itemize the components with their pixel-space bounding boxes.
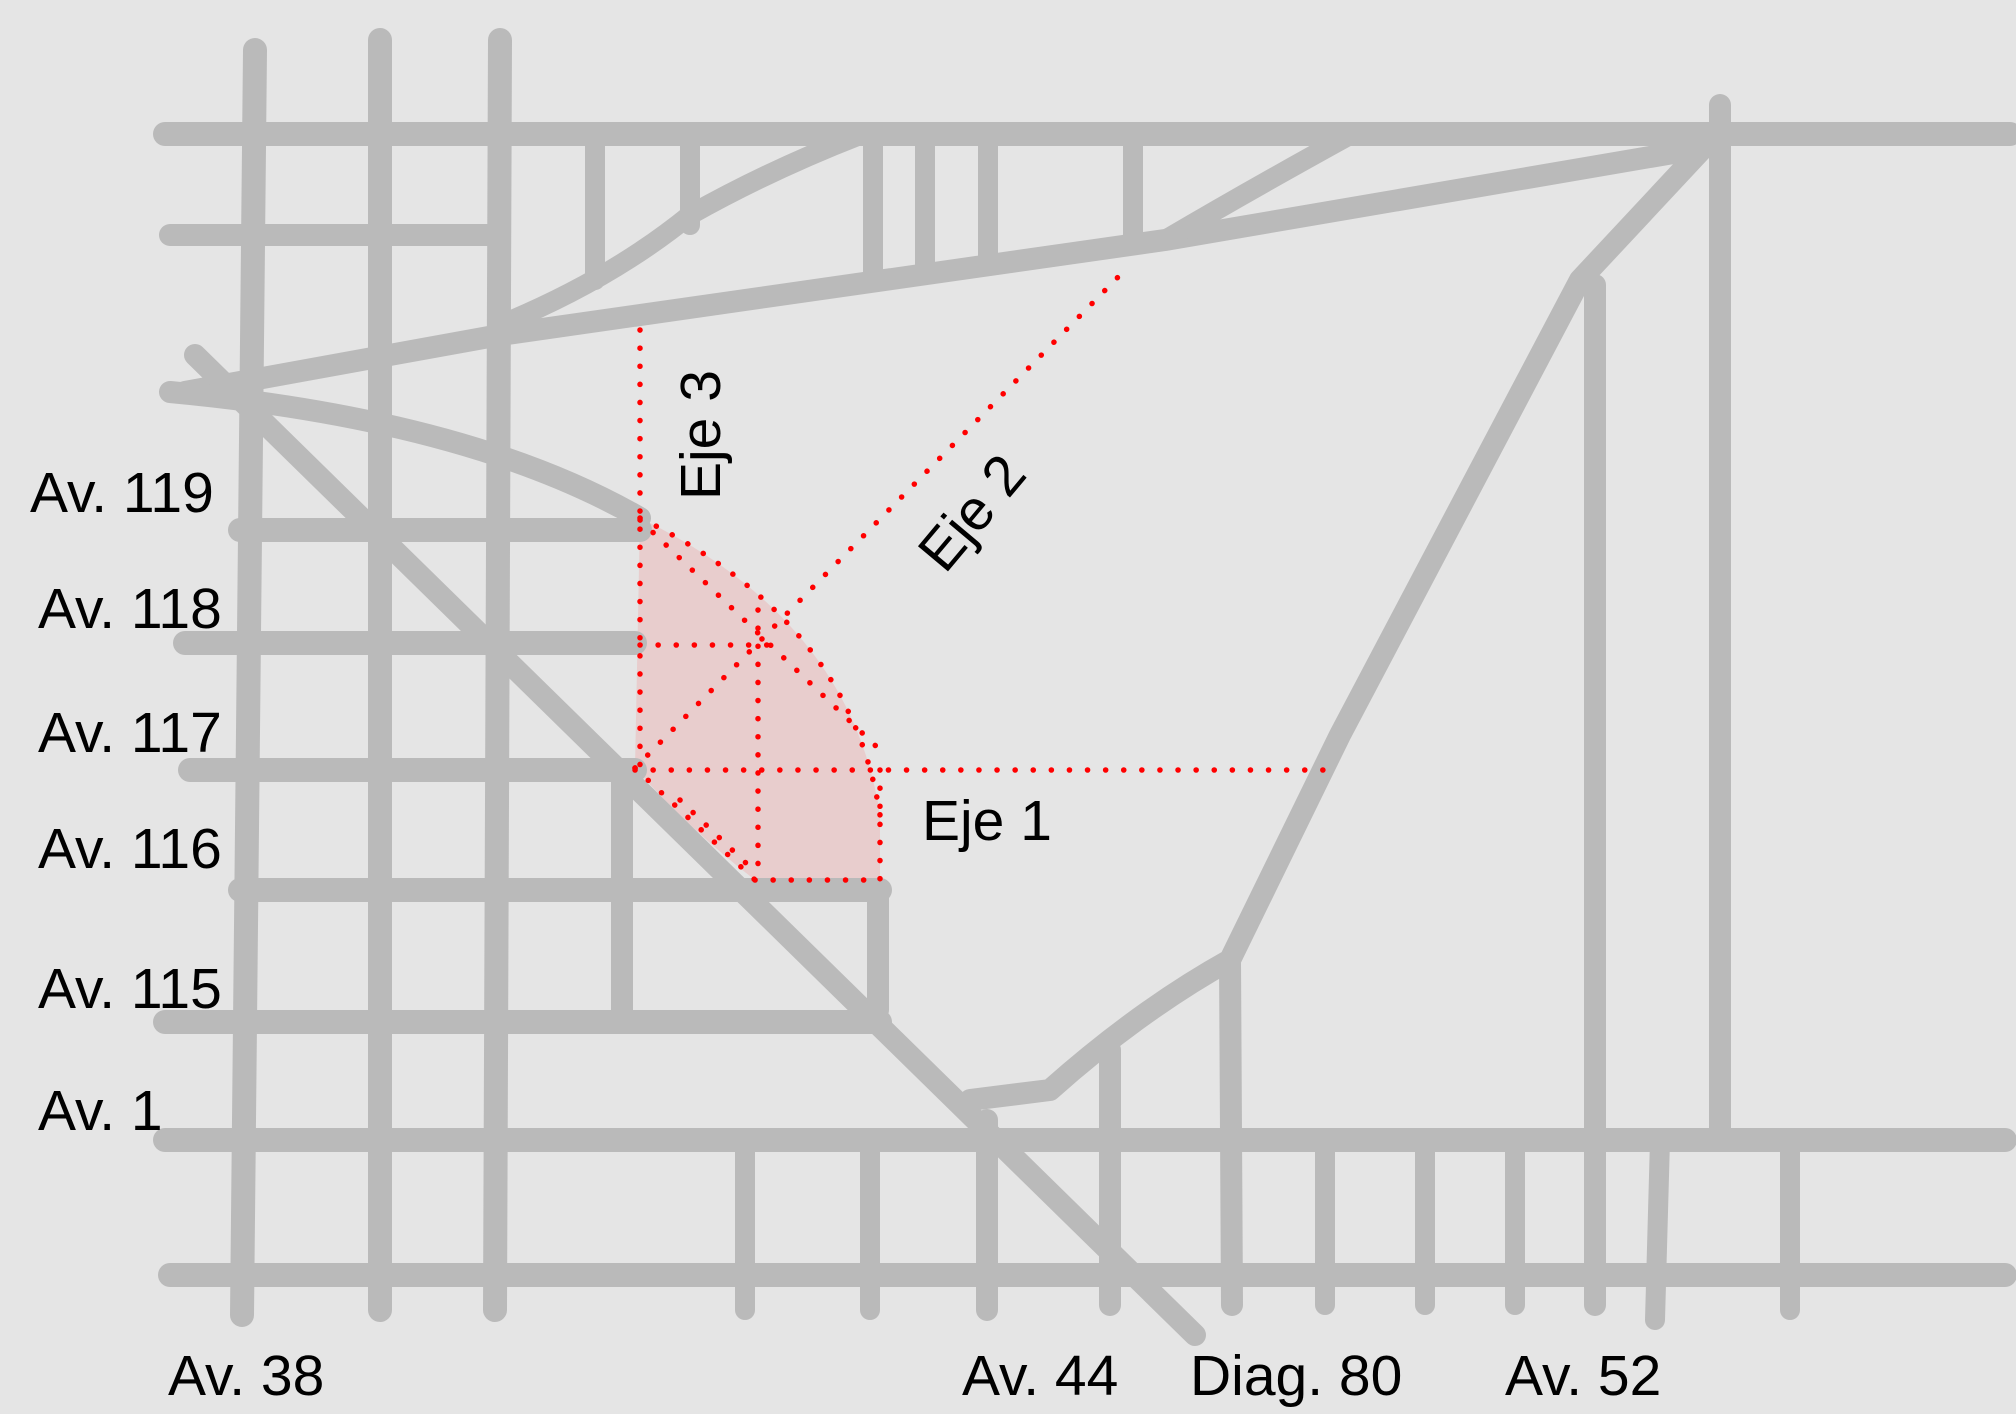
street-upper-diagonal	[174, 134, 1731, 403]
street-grid	[153, 28, 2016, 1346]
label-av-118: Av. 118	[38, 577, 222, 641]
zone-boundary-arc	[637, 515, 883, 818]
label-eje-2: Eje 2	[906, 443, 1039, 584]
label-diag-80: Diag. 80	[1190, 1344, 1402, 1408]
street-v-left-3	[483, 28, 512, 1322]
label-av-115: Av. 115	[38, 957, 222, 1021]
street-diag-80	[1219, 949, 1243, 1316]
label-av-119: Av. 119	[30, 461, 214, 525]
zone-grid-d1	[637, 517, 883, 753]
zone-grid-d2	[677, 797, 751, 868]
label-av-52: Av. 52	[1505, 1344, 1661, 1408]
street-v-bottom-10	[1645, 1130, 1670, 1330]
street-right-diagonal	[959, 119, 1731, 1111]
study-axes	[632, 267, 1343, 883]
label-av-117: Av. 117	[38, 701, 222, 765]
label-av-116: Av. 116	[38, 817, 222, 881]
street-curve-upper-right	[1155, 125, 1360, 250]
street-av-38	[230, 38, 267, 1327]
label-av-1: Av. 1	[38, 1079, 163, 1143]
label-av-38: Av. 38	[168, 1344, 324, 1408]
label-eje-3: Eje 3	[669, 370, 733, 500]
label-av-44: Av. 44	[962, 1344, 1118, 1408]
label-eje-1: Eje 1	[922, 789, 1052, 853]
